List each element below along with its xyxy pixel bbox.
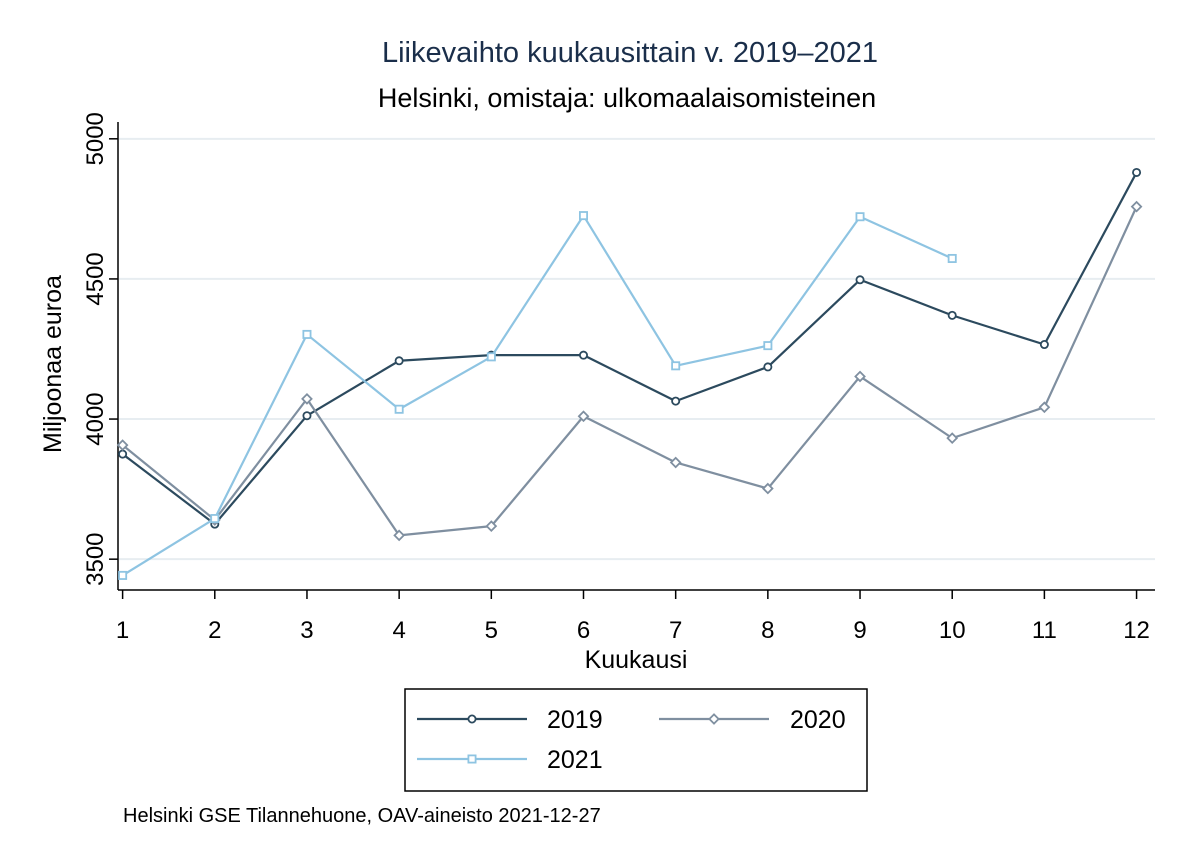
x-tick-label-10: 10	[939, 617, 966, 644]
series-line-2019	[121, 171, 1138, 526]
x-tick-label-8: 8	[761, 617, 774, 644]
y-tick-label-4000: 4000	[82, 392, 109, 445]
legend-items: 2019 2020 2021	[417, 706, 846, 774]
x-tick-label-4: 4	[392, 617, 405, 644]
data-point-2019-6	[578, 350, 588, 360]
series-line-2020	[121, 206, 1138, 537]
data-point-2021-9	[855, 212, 865, 222]
x-tick-label-2: 2	[208, 617, 221, 644]
data-point-2020-1	[116, 439, 129, 451]
data-point-2019-4	[394, 356, 404, 366]
x-tick-label-1: 1	[116, 617, 129, 644]
data-point-2019-8	[763, 362, 773, 372]
x-tick-label-9: 9	[853, 617, 866, 644]
legend-item-2020: 2020	[659, 706, 846, 734]
legend-marker-2021	[467, 754, 477, 764]
legend-label-2020: 2020	[790, 706, 846, 734]
x-tick-label-12: 12	[1123, 617, 1150, 644]
x-tick-label-6: 6	[577, 617, 590, 644]
grid-lines	[119, 137, 1155, 561]
data-point-2021-2	[210, 514, 220, 524]
data-point-2019-12	[1132, 167, 1142, 177]
legend-item-2019: 2019	[417, 706, 603, 734]
chart-title: Liikevaihto kuukausittain v. 2019–2021	[382, 37, 878, 69]
series-2021	[118, 211, 957, 580]
x-tick-label-7: 7	[669, 617, 682, 644]
data-point-2020-4	[393, 529, 406, 542]
data-point-2020-8	[761, 482, 774, 495]
series-2020	[116, 200, 1143, 542]
legend-marker-2020	[708, 713, 720, 725]
data-point-2021-3	[302, 329, 312, 339]
data-point-2021-7	[671, 361, 681, 371]
y-axis-label: Miljoonaa euroa	[39, 275, 67, 453]
data-point-2019-10	[947, 310, 957, 320]
series-line-2021	[122, 214, 953, 577]
legend-item-2021: 2021	[417, 746, 603, 774]
chart-subtitle: Helsinki, omistaja: ulkomaalaisomisteine…	[378, 83, 876, 113]
legend-label-2021: 2021	[547, 746, 603, 774]
data-point-2020-3	[301, 393, 313, 405]
data-point-2019-11	[1039, 340, 1049, 350]
data-point-2021-1	[118, 570, 128, 580]
x-tick-label-11: 11	[1032, 617, 1057, 644]
data-point-2020-7	[669, 456, 682, 469]
data-point-2021-8	[763, 341, 773, 351]
data-point-2020-10	[946, 432, 959, 444]
legend-marker-2019	[467, 714, 477, 724]
x-tick-label-5: 5	[485, 617, 498, 644]
data-point-2021-10	[947, 253, 957, 263]
data-point-2020-12	[1130, 200, 1143, 213]
y-tick-label-4500: 4500	[82, 252, 109, 305]
data-point-2019-3	[302, 411, 312, 421]
data-point-2019-7	[671, 396, 681, 406]
legend-label-2019: 2019	[547, 706, 603, 734]
data-point-2020-6	[577, 410, 590, 423]
source-note: Helsinki GSE Tilannehuone, OAV-aineisto …	[123, 805, 601, 827]
x-axis-label: Kuukausi	[585, 646, 688, 674]
y-tick-label-5000: 5000	[82, 112, 109, 165]
legend: 2019 2020 2021	[404, 688, 868, 792]
y-tick-label-3500: 3500	[82, 532, 109, 585]
data-point-2021-5	[486, 352, 496, 362]
series-2019	[118, 167, 1142, 529]
data-point-2020-9	[854, 370, 866, 383]
data-point-2019-1	[118, 449, 128, 459]
data-point-2019-9	[855, 275, 865, 285]
legend-box	[404, 688, 868, 792]
data-point-2020-5	[485, 520, 498, 532]
data-point-2021-4	[394, 404, 404, 414]
data-point-2020-11	[1038, 401, 1051, 414]
series-lines	[116, 167, 1143, 580]
x-tick-label-3: 3	[300, 617, 313, 644]
data-point-2021-6	[578, 211, 588, 221]
